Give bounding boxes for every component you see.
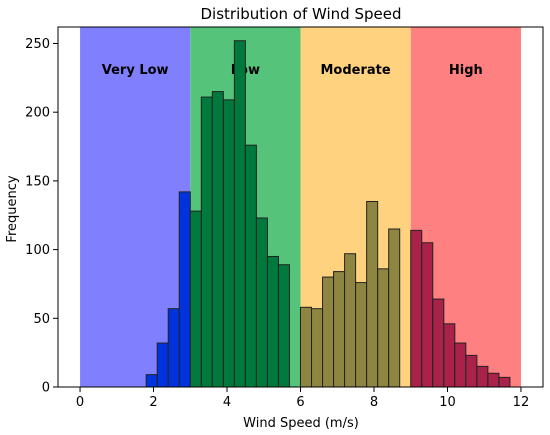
y-axis-ticks: 0 50 100 150 200 250 [25, 37, 58, 396]
band-label-moderate: Moderate [321, 63, 391, 78]
bar [277, 264, 290, 388]
y-tick-label: 0 [42, 381, 50, 396]
bar [189, 210, 202, 388]
bar [454, 342, 467, 388]
x-tick-label: 2 [149, 395, 157, 410]
bars-layer [145, 40, 511, 388]
bar [200, 96, 213, 388]
bar [211, 91, 224, 388]
bar [366, 201, 379, 388]
bar [300, 306, 313, 388]
bar [322, 276, 335, 388]
y-tick-label: 100 [25, 243, 50, 258]
x-tick-label: 8 [370, 395, 378, 410]
x-axis-ticks: 0 2 4 6 8 10 12 [76, 387, 529, 410]
bar [145, 374, 158, 388]
bar [476, 365, 489, 388]
bar [222, 99, 235, 388]
x-tick-label: 6 [296, 395, 304, 410]
y-tick-label: 250 [25, 37, 50, 52]
bar [233, 40, 246, 388]
chart-title: Distribution of Wind Speed [201, 5, 402, 23]
y-tick-label: 50 [33, 312, 50, 327]
y-tick-label: 200 [25, 106, 50, 121]
y-tick-label: 150 [25, 174, 50, 189]
bar [333, 271, 346, 388]
bar [244, 144, 257, 388]
bar [255, 217, 268, 388]
x-axis-label: Wind Speed (m/s) [243, 416, 359, 431]
bar [344, 253, 357, 388]
bar [487, 372, 500, 388]
bar [355, 282, 368, 388]
bar [432, 298, 445, 388]
bar [377, 268, 390, 388]
bar [388, 228, 401, 388]
x-tick-label: 0 [76, 395, 84, 410]
x-tick-label: 12 [513, 395, 530, 410]
bar [266, 255, 279, 388]
bar [443, 323, 456, 388]
x-tick-label: 10 [439, 395, 456, 410]
bar [178, 191, 191, 388]
band-label-very-low: Very Low [102, 63, 169, 78]
y-axis-label: Frequency [5, 175, 20, 242]
bar [465, 354, 478, 388]
bar [167, 308, 180, 388]
band-label-high: High [449, 63, 483, 78]
bar [410, 229, 423, 388]
bar [421, 242, 434, 388]
bar [156, 342, 169, 388]
x-tick-label: 4 [223, 395, 231, 410]
bar [498, 376, 511, 388]
bar [311, 308, 324, 388]
